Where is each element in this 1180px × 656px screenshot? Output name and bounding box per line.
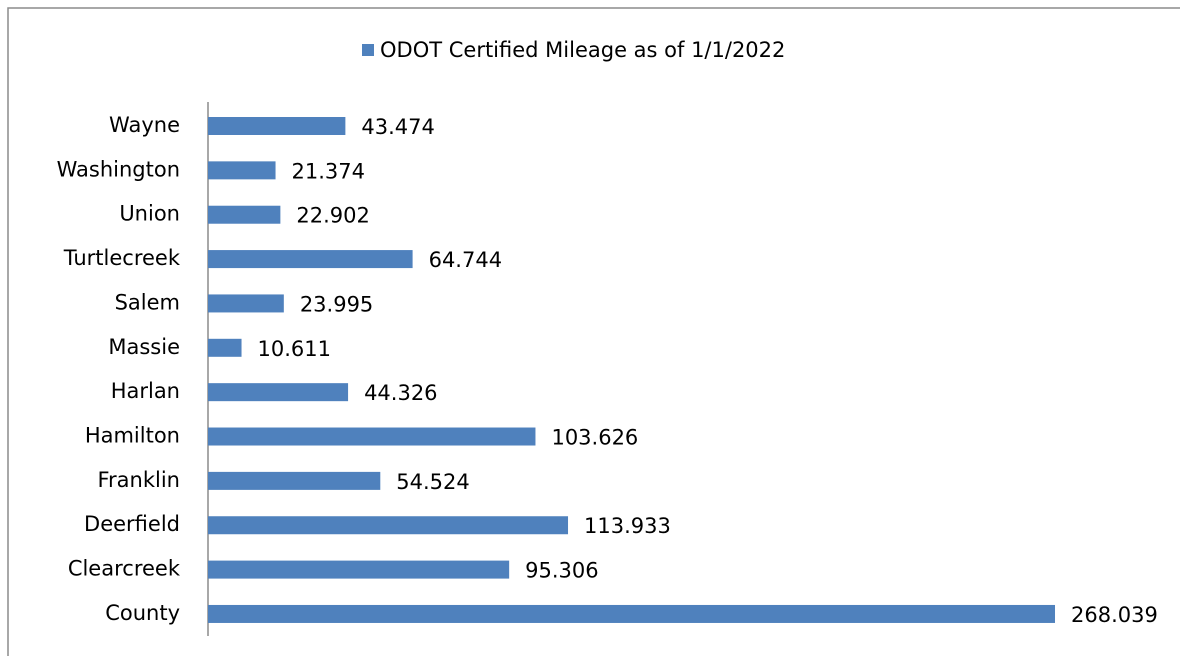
data-label: 22.902 <box>296 204 369 228</box>
data-label: 268.039 <box>1071 603 1158 627</box>
y-tick-label: County <box>105 601 180 625</box>
data-label: 54.524 <box>396 470 469 494</box>
y-tick-label: Washington <box>57 157 180 181</box>
data-label: 103.626 <box>551 426 638 450</box>
bar <box>208 383 349 402</box>
legend-swatch <box>362 44 374 56</box>
y-tick-label: Salem <box>115 290 180 314</box>
legend-label: ODOT Certified Mileage as of 1/1/2022 <box>380 38 785 62</box>
y-tick-label: Turtlecreek <box>63 246 181 270</box>
y-tick-label: Franklin <box>97 468 180 492</box>
bar <box>208 294 284 313</box>
y-tick-label: Massie <box>108 335 180 359</box>
data-label: 43.474 <box>361 115 434 139</box>
bar <box>208 205 281 224</box>
y-tick-label: Clearcreek <box>68 557 181 581</box>
bar <box>208 250 413 269</box>
data-label: 64.744 <box>429 248 502 272</box>
y-tick-label: Wayne <box>109 113 180 137</box>
y-tick-label: Hamilton <box>85 424 180 448</box>
y-tick-label: Harlan <box>111 379 180 403</box>
data-label: 44.326 <box>364 381 437 405</box>
bar <box>208 560 510 579</box>
data-label: 113.933 <box>584 514 671 538</box>
data-label: 95.306 <box>525 559 598 583</box>
bar <box>208 471 381 490</box>
bar <box>208 604 1056 623</box>
y-tick-label: Deerfield <box>84 512 180 536</box>
bar <box>208 516 569 535</box>
bar <box>208 338 242 357</box>
data-label: 21.374 <box>292 159 365 183</box>
bar <box>208 161 276 180</box>
bar <box>208 427 536 446</box>
chart-border <box>7 7 1180 656</box>
data-label: 10.611 <box>258 337 331 361</box>
bar <box>208 117 346 135</box>
y-tick-label: Union <box>119 202 180 226</box>
data-label: 23.995 <box>300 292 373 316</box>
